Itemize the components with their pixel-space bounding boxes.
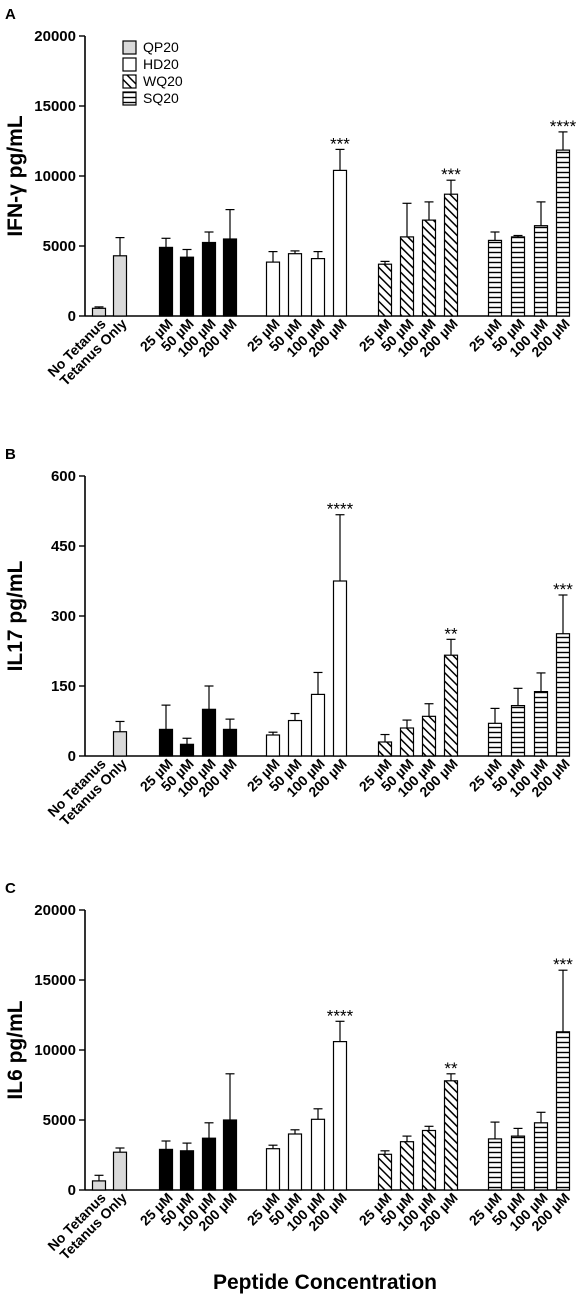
bar xyxy=(287,719,303,757)
bar xyxy=(332,580,348,757)
significance-label: ** xyxy=(444,1059,458,1078)
bar xyxy=(487,1138,503,1191)
bar xyxy=(201,708,217,757)
bar xyxy=(158,728,174,757)
legend-label: WQ20 xyxy=(143,73,183,89)
bar xyxy=(421,219,437,317)
bar xyxy=(332,169,348,317)
bar xyxy=(332,1040,348,1191)
y-tick-label: 0 xyxy=(68,1182,76,1199)
bar xyxy=(222,1119,238,1191)
legend-label: HD20 xyxy=(143,56,179,72)
bar xyxy=(443,1080,459,1191)
significance-label: ** xyxy=(444,624,458,643)
legend-swatch xyxy=(122,40,137,55)
bar xyxy=(377,1153,393,1191)
bar xyxy=(487,239,503,317)
bar xyxy=(287,1133,303,1191)
bar xyxy=(222,728,238,757)
y-tick-label: 20000 xyxy=(34,902,76,919)
bar xyxy=(179,256,195,317)
bar xyxy=(399,727,415,757)
bar xyxy=(487,722,503,757)
bar xyxy=(443,193,459,317)
bar xyxy=(265,1148,281,1191)
bar xyxy=(399,236,415,317)
bar xyxy=(112,1151,128,1191)
bar xyxy=(399,1141,415,1191)
bar xyxy=(533,1122,549,1191)
y-tick-label: 300 xyxy=(51,608,76,625)
bar xyxy=(201,1137,217,1191)
panel-letter: C xyxy=(5,880,16,897)
bar xyxy=(158,246,174,317)
bar xyxy=(555,1031,571,1191)
significance-label: *** xyxy=(553,580,573,599)
significance-label: **** xyxy=(327,1006,354,1025)
bar xyxy=(179,743,195,757)
y-tick-label: 0 xyxy=(68,748,76,765)
bar xyxy=(112,731,128,757)
bar xyxy=(377,263,393,317)
bar xyxy=(265,734,281,757)
bar xyxy=(377,741,393,757)
y-tick-label: 15000 xyxy=(34,972,76,989)
bar xyxy=(179,1150,195,1191)
bar xyxy=(421,1129,437,1191)
significance-label: *** xyxy=(330,134,350,153)
y-axis-label: IL6 pg/mL xyxy=(4,1000,27,1099)
bar xyxy=(443,654,459,757)
y-tick-label: 10000 xyxy=(34,1042,76,1059)
bar xyxy=(310,258,326,317)
x-axis-title: Peptide Concentration xyxy=(213,1271,437,1294)
bar xyxy=(265,261,281,317)
y-tick-label: 20000 xyxy=(34,28,76,45)
bar xyxy=(310,693,326,757)
y-tick-label: 150 xyxy=(51,678,76,695)
bar xyxy=(533,690,549,757)
bar xyxy=(421,715,437,757)
bar xyxy=(310,1118,326,1191)
panel-letter: B xyxy=(5,446,16,463)
y-tick-label: 600 xyxy=(51,468,76,485)
y-tick-label: 10000 xyxy=(34,168,76,185)
bar xyxy=(91,307,107,317)
significance-label: *** xyxy=(553,955,573,974)
bar xyxy=(112,255,128,317)
y-tick-label: 15000 xyxy=(34,98,76,115)
y-tick-label: 0 xyxy=(68,308,76,325)
legend-label: SQ20 xyxy=(143,90,179,106)
bar xyxy=(510,1135,526,1191)
bar xyxy=(158,1148,174,1191)
significance-label: **** xyxy=(550,117,577,136)
panel-letter: A xyxy=(5,6,16,23)
legend-swatch xyxy=(122,91,137,106)
y-tick-label: 5000 xyxy=(43,1112,76,1129)
bar xyxy=(510,704,526,757)
bar xyxy=(533,225,549,317)
y-axis-label: IFN-γ pg/mL xyxy=(4,115,27,236)
y-axis-label: IL17 pg/mL xyxy=(4,560,27,671)
y-tick-label: 450 xyxy=(51,538,76,555)
legend-swatch xyxy=(122,57,137,72)
legend-label: QP20 xyxy=(143,39,179,55)
significance-label: *** xyxy=(441,165,461,184)
bar xyxy=(555,633,571,757)
bar xyxy=(510,236,526,317)
bar xyxy=(91,1180,107,1191)
significance-label: **** xyxy=(327,500,354,519)
bar xyxy=(287,253,303,317)
bar xyxy=(222,238,238,317)
y-tick-label: 5000 xyxy=(43,238,76,255)
legend-swatch xyxy=(122,74,137,89)
bar xyxy=(201,241,217,317)
bar xyxy=(555,149,571,317)
